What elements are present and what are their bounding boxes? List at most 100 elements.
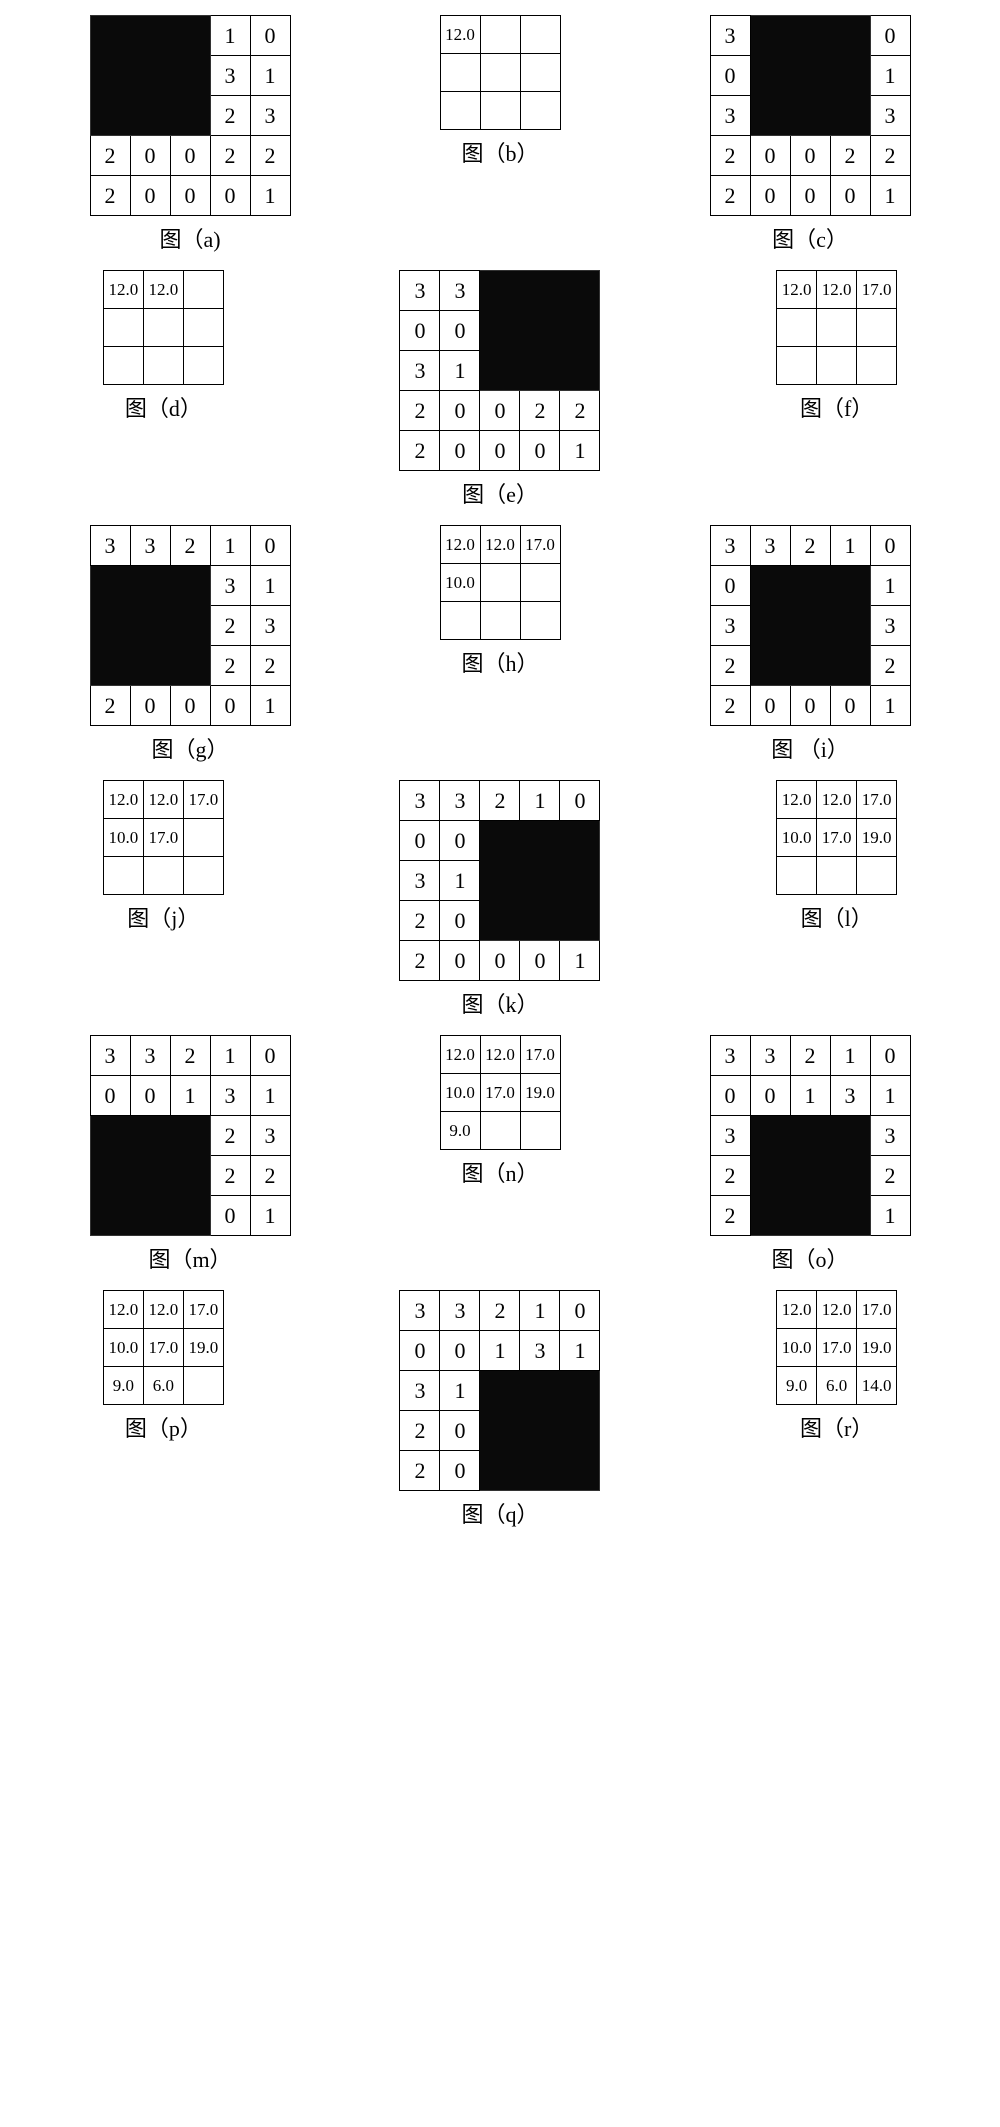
cell: 0 [750,136,790,176]
cell: 1 [790,1076,830,1116]
cell: 0 [870,16,910,56]
cell: 2 [250,1156,290,1196]
figure-root: 1031232002220001图（a)12.0图（b）300133200222… [15,15,985,1535]
cell: 1 [520,1291,560,1331]
cell: 1 [250,1076,290,1116]
cell: 9.0 [103,1367,143,1405]
cell: 12.0 [777,271,817,309]
cell: 3 [710,606,750,646]
grid-r: 12.012.017.010.017.019.09.06.014.0 [776,1290,897,1405]
grid-k: 3321000312020001 [399,780,600,981]
cell: 12.0 [103,271,143,309]
cell: 10.0 [103,1329,143,1367]
cell: 0 [440,391,480,431]
cell [103,857,143,895]
cell: 12.0 [440,16,480,54]
cell: 0 [130,176,170,216]
cell: 2 [710,176,750,216]
grid-f: 12.012.017.0 [776,270,897,385]
cell [520,351,560,391]
cell [170,96,210,136]
cell [560,271,600,311]
cell [750,1196,790,1236]
grid-n: 12.012.017.010.017.019.09.0 [440,1035,561,1150]
cell [480,1451,520,1491]
cell: 2 [400,391,440,431]
cell [170,606,210,646]
cell [480,271,520,311]
cell: 3 [130,526,170,566]
cell: 0 [170,136,210,176]
cell [480,351,520,391]
panel-row: 1031232002220001图（a)12.0图（b）300133200222… [15,15,985,260]
cell: 0 [440,311,480,351]
panel-p: 12.012.017.010.017.019.09.06.0图（p） [103,1290,224,1449]
grid-o: 3321000131332221 [710,1035,911,1236]
cell: 3 [830,1076,870,1116]
cell: 1 [210,526,250,566]
cell: 1 [870,686,910,726]
panel-k: 3321000312020001图（k） [399,780,600,1025]
cell: 3 [710,526,750,566]
cell [130,1156,170,1196]
cell: 0 [440,1451,480,1491]
cell: 12.0 [777,781,817,819]
cell: 2 [210,1116,250,1156]
panel-o: 3321000131332221图（o） [710,1035,911,1280]
cell [90,1196,130,1236]
cell [103,347,143,385]
cell: 0 [250,1036,290,1076]
caption-o: 图（o） [771,1242,848,1274]
caption-e: 图（e） [462,477,538,509]
cell: 2 [210,606,250,646]
grid-l: 12.012.017.010.017.019.0 [776,780,897,895]
cell: 2 [710,136,750,176]
cell: 1 [830,1036,870,1076]
cell [440,92,480,130]
cell: 17.0 [520,526,560,564]
cell [480,901,520,941]
cell [480,821,520,861]
cell [857,309,897,347]
cell: 1 [250,566,290,606]
cell: 17.0 [143,819,183,857]
cell: 2 [480,1291,520,1331]
cell: 1 [520,781,560,821]
cell [130,1116,170,1156]
cell: 3 [250,1116,290,1156]
cell: 0 [130,686,170,726]
cell: 3 [520,1331,560,1371]
cell: 0 [520,941,560,981]
cell: 1 [250,686,290,726]
cell [130,606,170,646]
cell [750,646,790,686]
caption-p: 图（p） [125,1411,202,1443]
cell [183,271,223,309]
cell: 0 [440,1331,480,1371]
cell [90,16,130,56]
cell [130,96,170,136]
cell [170,1156,210,1196]
panel-d: 12.012.0图（d） [103,270,224,429]
grid-b: 12.0 [440,15,561,130]
cell [520,271,560,311]
panel-q: 3321000131312020图（q） [399,1290,600,1535]
cell: 3 [710,1116,750,1156]
cell [750,1116,790,1156]
cell: 17.0 [183,1291,223,1329]
cell [183,309,223,347]
cell: 1 [870,1076,910,1116]
cell: 12.0 [480,1036,520,1074]
cell [750,606,790,646]
cell [143,309,183,347]
cell [183,819,223,857]
cell: 0 [440,431,480,471]
cell: 2 [250,646,290,686]
cell: 0 [210,176,250,216]
cell [830,566,870,606]
cell: 3 [870,606,910,646]
cell [440,54,480,92]
cell: 6.0 [817,1367,857,1405]
cell: 0 [250,16,290,56]
cell [750,1156,790,1196]
